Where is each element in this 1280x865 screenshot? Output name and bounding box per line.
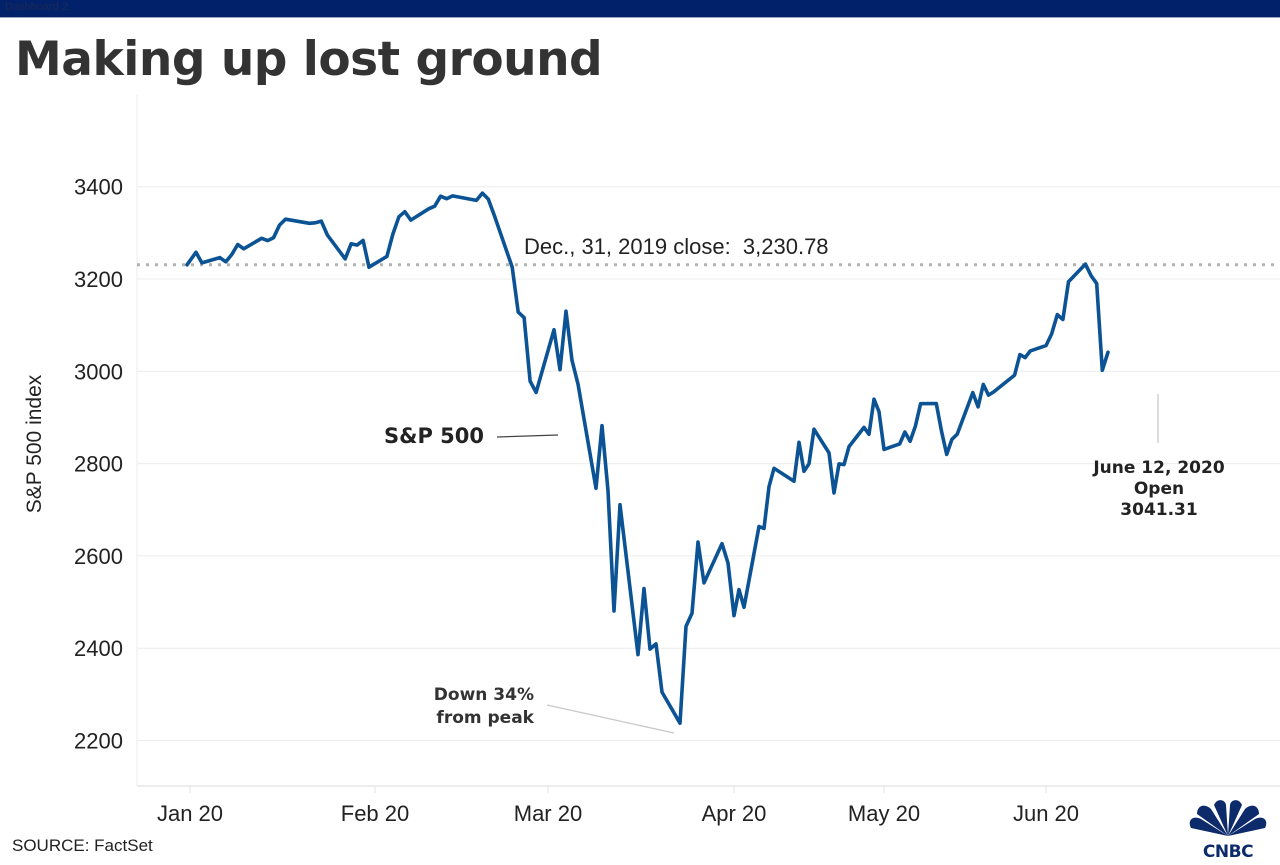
x-tick-label: Jan 20 [157, 801, 223, 826]
window-tab-label[interactable]: Dashboard 2 [5, 1, 68, 13]
cnbc-peacock-logo: CNBC [1189, 800, 1267, 860]
y-tick-label: 2600 [74, 544, 123, 569]
y-tick-label: 2400 [74, 636, 123, 661]
reference-line-label: Dec., 31, 2019 close: 3,230.78 [524, 234, 829, 259]
y-tick-label: 3400 [74, 175, 123, 200]
reference-line-group: Dec., 31, 2019 close: 3,230.78 [137, 234, 1280, 267]
y-axis-label: S&P 500 index [23, 374, 46, 513]
series-label-leader-line [496, 434, 559, 438]
y-tick-label: 3000 [74, 359, 123, 384]
annotations: S&P 500 Down 34% from peak June 12, 2020Ope… [384, 394, 1225, 734]
y-tick-label: 3200 [74, 267, 123, 292]
x-tick-label: May 20 [848, 801, 920, 826]
peacock-feather-4 [1228, 800, 1242, 836]
peacock-feather-6 [1228, 817, 1267, 836]
trough-annotation-line: from peak [436, 708, 534, 728]
peacock-feather-1 [1189, 817, 1228, 836]
series-label-sp500: S&P 500 [384, 424, 484, 448]
y-tick-label: 2200 [74, 729, 123, 754]
x-tick-label: Mar 20 [514, 801, 582, 826]
x-tick-label: Apr 20 [702, 801, 767, 826]
peacock-feather-3 [1214, 800, 1228, 836]
chart-title: Making up lost ground [15, 32, 603, 87]
trough-annotation-leader-line [546, 704, 675, 734]
gridlines [136, 95, 1280, 787]
june12-annotation-line: June 12, 2020 [1092, 458, 1224, 478]
series-line-sp500 [185, 191, 1110, 725]
window-tab-bar: Dashboard 2 [0, 0, 1280, 18]
series-points [196, 193, 1108, 723]
june12-annotation-line: 3041.31 [1120, 500, 1197, 520]
x-axis-ticks: Jan 20 Feb 20 Mar 20 Apr 20 May 20 Jun 20 [157, 787, 1079, 826]
peacock-feather-2 [1197, 805, 1228, 836]
trough-annotation-line: Down 34% [434, 685, 534, 705]
y-tick-label: 2800 [74, 452, 123, 477]
y-axis-tick-labels: 2200 2400 2600 2800 3000 3200 3400 [74, 175, 123, 754]
cnbc-logo-text: CNBC [1203, 842, 1253, 860]
peacock-feather-5 [1228, 805, 1259, 836]
x-tick-label: Jun 20 [1013, 801, 1079, 826]
june12-annotation-line: Open [1134, 479, 1184, 499]
source-note: SOURCE: FactSet [12, 836, 153, 855]
x-tick-label: Feb 20 [341, 801, 410, 826]
